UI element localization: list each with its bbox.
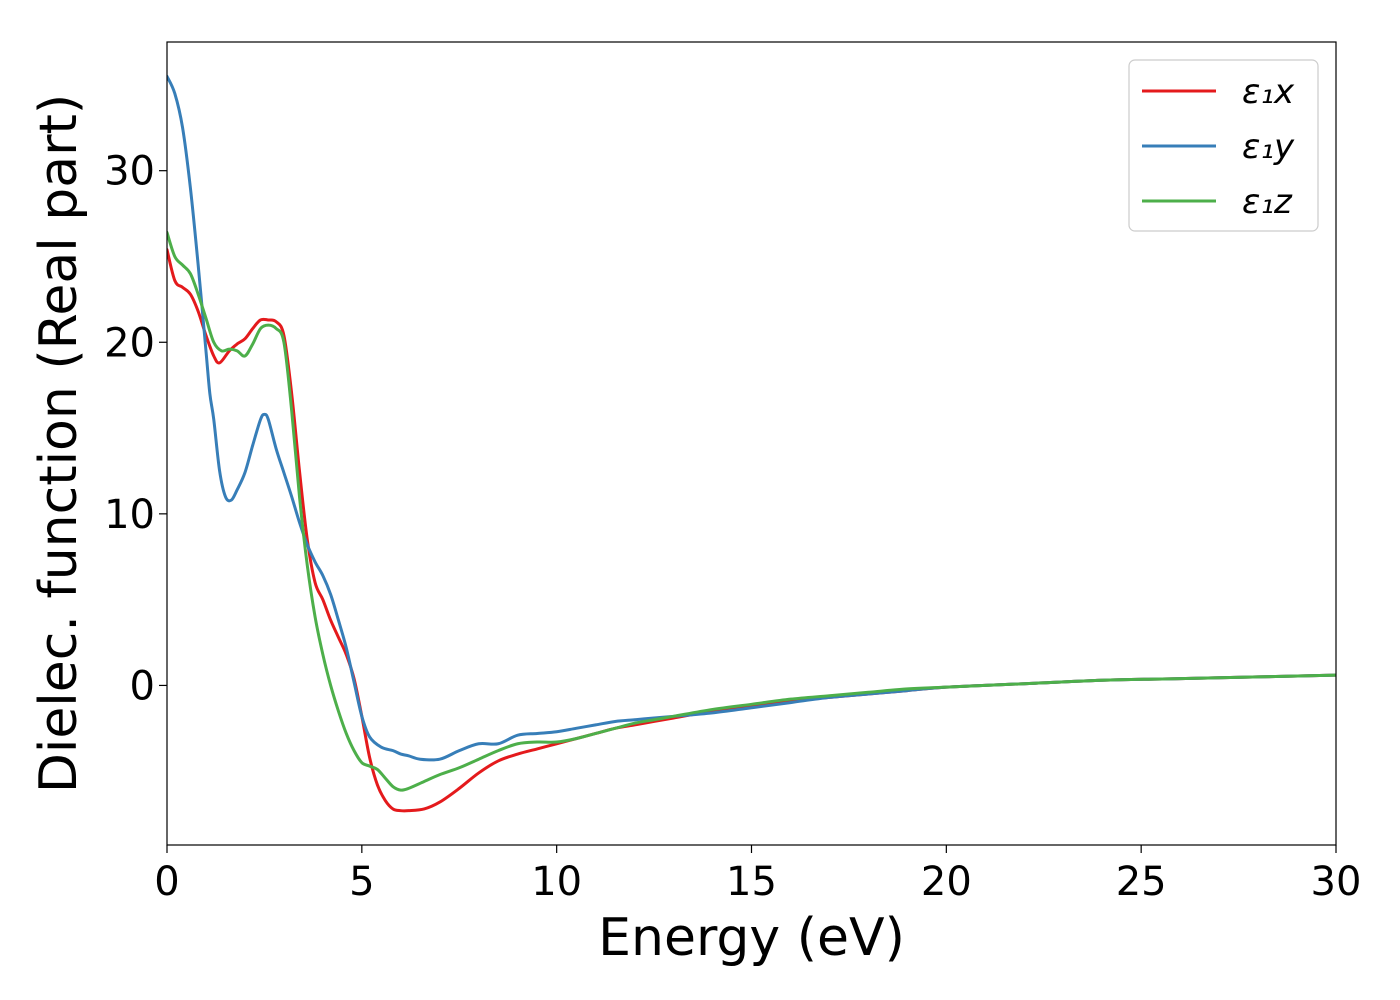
legend-label: ε₁z: [1242, 182, 1293, 222]
series-line-2: [167, 74, 1336, 762]
x-axis-ticks: 0 5 10 15 20 25 30: [154, 845, 1361, 905]
x-axis-title: Energy (eV): [598, 908, 905, 968]
legend: ε₁x ε₁y ε₁z: [1128, 59, 1319, 232]
series-line-1: [167, 248, 1336, 813]
legend-entry: ε₁y: [1142, 127, 1295, 167]
x-tick-label: 5: [349, 859, 374, 905]
legend-frame: [1128, 59, 1319, 232]
y-axis-ticks: 0 10 20 30: [104, 149, 167, 709]
y-axis-title: Dielec. function (Real part): [29, 94, 89, 793]
legend-entry: ε₁z: [1142, 182, 1293, 222]
series-line-3: [167, 230, 1336, 792]
y-tick-label: 30: [104, 149, 155, 195]
y-tick-label: 10: [104, 492, 155, 538]
y-tick-label: 20: [104, 320, 155, 366]
legend-entry: ε₁x: [1142, 72, 1295, 112]
x-tick-label: 25: [1116, 859, 1167, 905]
x-tick-label: 15: [726, 859, 777, 905]
x-tick-label: 20: [921, 859, 972, 905]
x-tick-label: 30: [1311, 859, 1362, 905]
y-tick-label: 0: [130, 663, 155, 709]
x-tick-label: 0: [154, 859, 179, 905]
legend-label: ε₁x: [1242, 72, 1295, 112]
x-tick-label: 10: [531, 859, 582, 905]
legend-label: ε₁y: [1242, 127, 1295, 167]
series-layer: [167, 74, 1336, 813]
